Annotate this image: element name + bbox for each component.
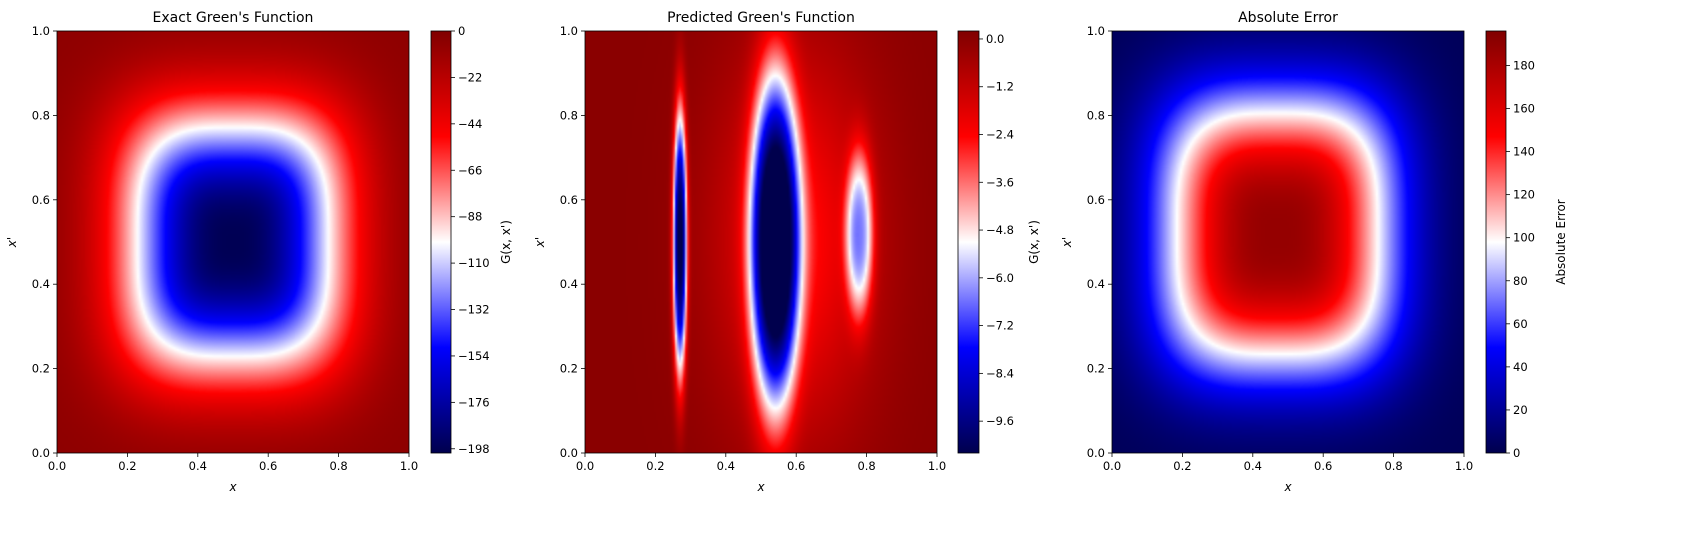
y-tick-label: 1.0 xyxy=(1087,24,1105,38)
chart-title: Absolute Error xyxy=(1238,10,1338,26)
colorbar-tick-label: −2.4 xyxy=(986,128,1014,142)
x-tick-label: 0.6 xyxy=(259,459,277,473)
heatmap-image xyxy=(57,31,409,453)
x-tick-label: 0.6 xyxy=(787,459,805,473)
colorbar-tick-label: −176 xyxy=(458,395,490,409)
x-tick-label: 0.0 xyxy=(576,459,594,473)
panel-2: Predicted Green's Function 0.0 0.2 0.4 0.6 0.… xyxy=(533,10,1041,494)
x-tick-label: 0.6 xyxy=(1314,459,1332,473)
colorbar xyxy=(957,30,980,454)
y-tick-label: 0.4 xyxy=(560,277,578,291)
y-axis-label: x' xyxy=(1060,237,1074,248)
y-tick-label: 0.4 xyxy=(1087,277,1105,291)
x-tick-label: 0.0 xyxy=(48,459,66,473)
y-axis-label: x' xyxy=(533,237,547,248)
y-tick-label: 0.2 xyxy=(560,362,578,376)
colorbar-tick-label: −7.2 xyxy=(986,319,1014,333)
plot-frame xyxy=(56,30,410,454)
colorbar-tick-label: −6.0 xyxy=(986,271,1014,285)
y-tick-label: 0.6 xyxy=(560,193,578,207)
plot-frame xyxy=(584,30,938,454)
heatmap-image xyxy=(585,31,937,453)
x-axis-label: x xyxy=(756,480,765,494)
y-tick-label: 0.4 xyxy=(32,277,50,291)
colorbar-tick-label: 80 xyxy=(1513,274,1528,288)
x-tick-label: 1.0 xyxy=(1455,459,1473,473)
colorbar-tick-label: −66 xyxy=(458,163,482,177)
colorbar-tick-label: 60 xyxy=(1513,317,1528,331)
x-tick-label: 0.4 xyxy=(189,459,207,473)
colorbar-tick-label: 40 xyxy=(1513,360,1528,374)
colorbar-tick-label: 0 xyxy=(458,24,465,38)
colorbar-tick-label: 160 xyxy=(1513,102,1535,116)
x-tick-label: 0.8 xyxy=(1384,459,1402,473)
colorbar-tick-label: 0 xyxy=(1513,446,1520,460)
colorbar-tick-label: −3.6 xyxy=(986,175,1014,189)
colorbar-tick-label: 20 xyxy=(1513,403,1528,417)
x-tick-label: 0.4 xyxy=(717,459,735,473)
colorbar-tick-label: 140 xyxy=(1513,145,1535,159)
colorbar-tick-label: −88 xyxy=(458,210,482,224)
colorbar-tick-label: −1.2 xyxy=(986,80,1014,94)
colorbar-tick-label: 0.0 xyxy=(986,32,1004,46)
x-axis-label: x xyxy=(228,480,237,494)
y-tick-label: 1.0 xyxy=(32,24,50,38)
colorbar-tick-label: −9.6 xyxy=(986,414,1014,428)
x-axis-label: x xyxy=(1283,480,1292,494)
panel-3: Absolute Error 0.0 0.2 0.4 0.6 0.8 1.0 0.0 0.2 0.… xyxy=(1060,10,1568,494)
y-tick-label: 0.8 xyxy=(32,108,50,122)
y-tick-label: 0.6 xyxy=(1087,193,1105,207)
colorbar-tick-label: 100 xyxy=(1513,231,1535,245)
colorbar xyxy=(1485,30,1507,454)
colorbar-tick-label: −154 xyxy=(458,349,490,363)
colorbar-tick-label: −132 xyxy=(458,303,490,317)
colorbar-tick-label: 180 xyxy=(1513,58,1535,72)
colorbar-tick-label: −22 xyxy=(458,70,482,84)
x-tick-label: 0.2 xyxy=(118,459,136,473)
plot-frame xyxy=(1111,30,1465,454)
heatmap-image xyxy=(1112,31,1464,453)
y-tick-label: 0.2 xyxy=(32,362,50,376)
colorbar-label: Absolute Error xyxy=(1554,199,1568,285)
colorbar-label: G(x, x') xyxy=(1027,220,1041,264)
colorbar-tick-label: 120 xyxy=(1513,188,1535,202)
colorbar-tick-label: −110 xyxy=(458,256,490,270)
x-tick-label: 0.8 xyxy=(329,459,347,473)
x-tick-label: 1.0 xyxy=(928,459,946,473)
colorbar-tick-label: −8.4 xyxy=(986,366,1014,380)
chart-title: Predicted Green's Function xyxy=(667,10,855,26)
x-tick-label: 0.0 xyxy=(1103,459,1121,473)
x-tick-label: 1.0 xyxy=(400,459,418,473)
colorbar-label: G(x, x') xyxy=(499,220,513,264)
y-tick-label: 0.8 xyxy=(560,108,578,122)
colorbar-tick-label: −44 xyxy=(458,117,482,131)
chart-title: Exact Green's Function xyxy=(153,10,314,26)
colorbar xyxy=(430,30,452,454)
panel-1: Exact Green's Function 0.0 0.2 0.4 0.6 0.8 1.0… xyxy=(5,10,513,494)
colorbar-tick-label: −198 xyxy=(458,442,490,456)
colorbar-tick-label: −4.8 xyxy=(986,223,1014,237)
y-tick-label: 0.0 xyxy=(560,446,578,460)
y-tick-label: 0.0 xyxy=(32,446,50,460)
y-axis-label: x' xyxy=(5,237,19,248)
y-tick-label: 0.2 xyxy=(1087,362,1105,376)
y-tick-label: 0.0 xyxy=(1087,446,1105,460)
x-tick-label: 0.8 xyxy=(857,459,875,473)
y-tick-label: 0.6 xyxy=(32,193,50,207)
x-tick-label: 0.2 xyxy=(646,459,664,473)
x-tick-label: 0.2 xyxy=(1173,459,1191,473)
y-tick-label: 0.8 xyxy=(1087,108,1105,122)
y-tick-label: 1.0 xyxy=(560,24,578,38)
x-tick-label: 0.4 xyxy=(1244,459,1262,473)
